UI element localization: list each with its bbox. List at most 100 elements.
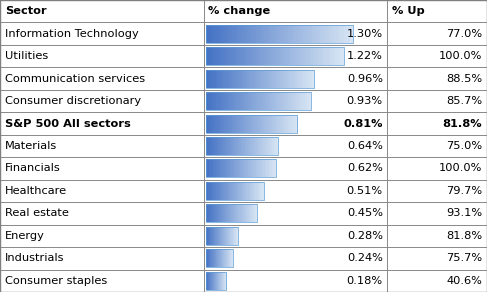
Bar — [254, 159, 255, 178]
Bar — [208, 227, 209, 245]
Bar — [207, 137, 209, 155]
Bar — [244, 47, 247, 65]
Bar — [208, 272, 209, 290]
Text: Communication services: Communication services — [5, 74, 145, 84]
Bar — [256, 204, 257, 223]
Bar — [291, 25, 294, 43]
Bar — [224, 249, 225, 267]
Bar — [226, 204, 227, 223]
Bar — [204, 180, 387, 202]
Bar — [335, 25, 338, 43]
Bar — [313, 47, 316, 65]
Bar — [259, 92, 261, 110]
Bar — [225, 249, 226, 267]
Bar — [278, 47, 281, 65]
Bar — [261, 159, 262, 178]
Bar — [230, 137, 232, 155]
Bar — [240, 92, 242, 110]
Bar — [204, 157, 387, 180]
Bar — [222, 227, 223, 245]
Text: Energy: Energy — [5, 231, 45, 241]
Text: Materials: Materials — [5, 141, 57, 151]
Bar — [247, 182, 249, 200]
Bar — [227, 182, 228, 200]
Bar — [226, 249, 227, 267]
Text: 0.62%: 0.62% — [347, 164, 383, 173]
Bar — [239, 69, 241, 88]
Bar — [266, 47, 269, 65]
Bar — [210, 92, 212, 110]
Bar — [225, 227, 226, 245]
Bar — [223, 204, 225, 223]
Bar — [269, 92, 271, 110]
Text: S&P 500 All sectors: S&P 500 All sectors — [5, 119, 131, 128]
Bar — [227, 159, 228, 178]
Bar — [246, 114, 248, 133]
Bar — [305, 47, 308, 65]
Bar — [257, 182, 258, 200]
Bar — [291, 47, 294, 65]
Bar — [269, 137, 271, 155]
Bar — [341, 25, 344, 43]
Bar — [275, 69, 278, 88]
Bar — [267, 159, 269, 178]
Bar — [221, 92, 223, 110]
Bar — [275, 92, 278, 110]
Bar — [281, 92, 284, 110]
Bar — [226, 227, 227, 245]
Text: % Up: % Up — [392, 6, 424, 16]
Bar — [218, 25, 221, 43]
Bar — [206, 92, 208, 110]
Bar — [249, 69, 252, 88]
Bar — [256, 92, 259, 110]
Bar — [308, 69, 310, 88]
Bar — [223, 92, 225, 110]
Bar — [229, 249, 230, 267]
Bar — [255, 114, 258, 133]
Bar — [216, 159, 217, 178]
Bar — [210, 204, 211, 223]
Bar — [303, 69, 306, 88]
Bar — [252, 159, 254, 178]
Bar — [207, 182, 208, 200]
Bar — [350, 25, 353, 43]
Bar — [217, 249, 218, 267]
Bar — [206, 272, 207, 290]
Bar — [204, 90, 387, 112]
Bar — [0, 67, 204, 90]
Bar — [248, 182, 250, 200]
Bar — [212, 272, 213, 290]
Bar — [247, 25, 250, 43]
Bar — [223, 47, 225, 65]
Bar — [235, 137, 237, 155]
Bar — [270, 114, 272, 133]
Bar — [336, 47, 338, 65]
Bar — [208, 182, 210, 200]
Bar — [230, 159, 231, 178]
Bar — [309, 25, 312, 43]
Bar — [265, 92, 267, 110]
Bar — [206, 114, 208, 133]
Bar — [211, 272, 212, 290]
Bar — [252, 114, 254, 133]
Bar — [210, 69, 213, 88]
Bar — [266, 114, 268, 133]
Text: 85.7%: 85.7% — [446, 96, 482, 106]
Bar — [270, 25, 274, 43]
Bar — [280, 92, 282, 110]
Bar — [206, 182, 207, 200]
Bar — [209, 272, 210, 290]
Bar — [261, 47, 264, 65]
Bar — [207, 272, 208, 290]
Bar — [252, 137, 254, 155]
Bar — [259, 159, 261, 178]
Bar — [214, 159, 216, 178]
Bar — [304, 92, 307, 110]
Bar — [221, 249, 222, 267]
Bar — [319, 47, 322, 65]
Bar — [229, 182, 230, 200]
Bar — [204, 225, 387, 247]
Bar — [254, 69, 256, 88]
Bar — [206, 25, 209, 43]
Bar — [251, 69, 254, 88]
